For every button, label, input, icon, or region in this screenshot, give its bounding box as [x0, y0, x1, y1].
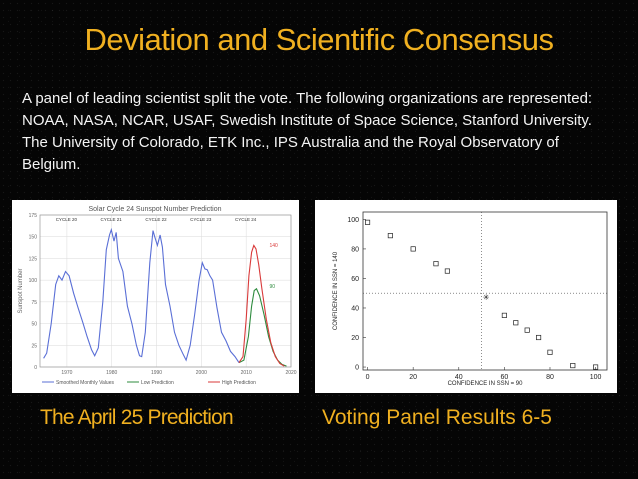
y-axis-label: Sunspot Number: [18, 268, 24, 313]
plot-frame: [39, 214, 292, 368]
y-tick-label: 125: [29, 256, 38, 262]
caption-april-prediction: The April 25 Prediction: [40, 406, 234, 429]
y-tick-label: 0: [34, 365, 37, 371]
x-tick-label: 2020: [285, 370, 296, 376]
x-tick-label: 100: [590, 374, 602, 381]
plot-frame: [362, 211, 608, 371]
data-point: [570, 363, 576, 369]
caption-voting-results: Voting Panel Results 6-5: [322, 406, 552, 429]
legend-label: Low Prediction: [141, 380, 174, 386]
y-tick-label: 75: [31, 300, 37, 306]
center-point-marker: ✳: [483, 293, 490, 302]
sunspot-chart-panel: Solar Cycle 24 Sunspot Number Prediction…: [12, 200, 299, 393]
x-tick-label: 20: [409, 374, 417, 381]
x-tick-label: 2000: [196, 370, 207, 376]
x-tick-label: 0: [366, 374, 370, 381]
voting-chart-panel: 0 20 40 60 80 100 0 20 40 60 80 100 ✳ CONFIDENCE IN S…: [315, 200, 617, 393]
annotation-140: 140: [269, 243, 278, 249]
y-tick-label: 40: [351, 305, 359, 312]
x-tick-label: 1970: [61, 370, 72, 376]
slide-title: Deviation and Scientific Consensus: [84, 22, 554, 57]
y-tick-label: 175: [29, 213, 38, 219]
y-tick-label: 25: [31, 343, 37, 349]
series-line-0: [43, 227, 240, 364]
slide-body-text: A panel of leading scientist split the v…: [22, 90, 593, 173]
y-tick-label: 50: [31, 322, 37, 328]
voting-scatter-chart: 0 20 40 60 80 100 0 20 40 60 80 100 ✳ CONFIDENCE IN S…: [333, 211, 608, 387]
data-point: [524, 327, 530, 333]
x-tick-label: 1980: [106, 370, 117, 376]
cycle-label: CYCLE 22: [145, 217, 167, 222]
x-axis-label: CONFIDENCE IN SSN = 90: [448, 381, 524, 387]
cycle-label: CYCLE 20: [56, 217, 78, 222]
data-point: [387, 233, 393, 239]
y-tick-label: 80: [351, 246, 359, 253]
legend-label: High Prediction: [222, 380, 256, 386]
y-tick-label: 0: [355, 365, 359, 372]
x-tick-label: 40: [455, 374, 463, 381]
x-tick-label: 1990: [151, 370, 162, 376]
y-tick-label: 100: [29, 278, 38, 284]
cycle-label: CYCLE 23: [190, 217, 212, 222]
x-tick-label: 80: [546, 374, 554, 381]
data-point: [536, 334, 542, 341]
y-tick-label: 100: [347, 217, 359, 224]
y-axis-label: CONFIDENCE IN SSN = 140: [333, 251, 339, 330]
series-line-2: [238, 244, 285, 367]
legend-label: Smoothed Monthly Values: [56, 380, 114, 386]
data-point: [365, 219, 371, 225]
y-tick-label: 150: [29, 235, 38, 241]
x-tick-label: 2010: [241, 370, 252, 376]
y-tick-label: 20: [351, 335, 359, 342]
data-point: [593, 364, 599, 370]
y-tick-label: 60: [351, 276, 359, 283]
x-tick-label: 60: [500, 374, 508, 381]
data-point: [513, 320, 519, 326]
data-point: [410, 246, 416, 252]
chart-title: Solar Cycle 24 Sunspot Number Prediction: [88, 206, 221, 213]
data-point: [433, 261, 439, 267]
cycle-label: CYCLE 24: [235, 217, 257, 222]
sunspot-prediction-chart: Solar Cycle 24 Sunspot Number Prediction…: [18, 206, 297, 386]
data-point: [501, 312, 507, 318]
cycle-label: CYCLE 21: [101, 217, 123, 222]
data-point: [547, 349, 553, 355]
data-point: [444, 268, 450, 274]
annotation-90: 90: [269, 284, 275, 290]
